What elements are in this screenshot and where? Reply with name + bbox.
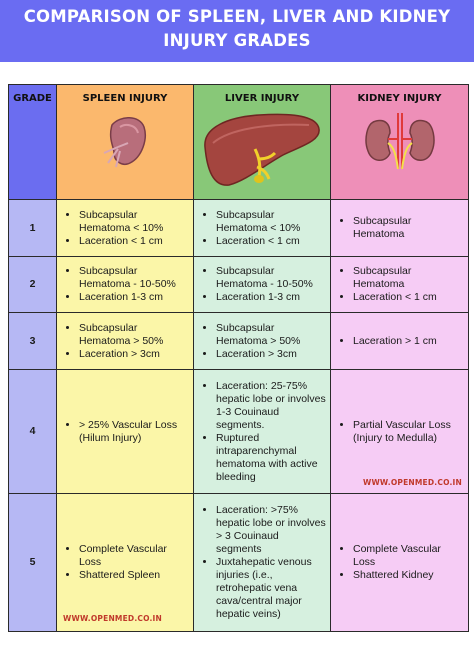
list-item: Laceration 1-3 cm bbox=[79, 291, 189, 304]
list-item: > 25% Vascular Loss (Hilum Injury) bbox=[79, 419, 189, 445]
list-item: Laceration < 1 cm bbox=[216, 235, 326, 248]
grade-cell: 1 bbox=[8, 199, 57, 257]
list-item: Juxtahepatic venous injuries (i.e., retr… bbox=[216, 556, 326, 621]
liver-cell: Subcapsular Hematoma < 10%Laceration < 1… bbox=[193, 199, 331, 257]
list-item: Subcapsular Hematoma bbox=[353, 265, 464, 291]
kidney-header: KIDNEY INJURY bbox=[357, 93, 442, 104]
list-item: Subcapsular Hematoma bbox=[353, 215, 464, 241]
title-banner: COMPARISON OF SPLEEN, LIVER AND KIDNEY I… bbox=[0, 0, 474, 62]
list-item: Laceration 1-3 cm bbox=[216, 291, 326, 304]
grade-row-2: 2 Subcapsular Hematoma - 10-50%Laceratio… bbox=[8, 256, 469, 313]
grade-cell: 2 bbox=[8, 256, 57, 313]
liver-header-cell: LIVER INJURY bbox=[193, 84, 331, 200]
list-item: Subcapsular Hematoma > 50% bbox=[79, 322, 189, 348]
list-item: Laceration: >75% hepatic lobe or involve… bbox=[216, 504, 326, 556]
watermark: WWW.OPENMED.CO.IN bbox=[362, 478, 462, 487]
liver-cell: Subcapsular Hematoma - 10-50%Laceration … bbox=[193, 256, 331, 313]
list-item: Laceration > 3cm bbox=[216, 348, 326, 361]
injury-grade-table: GRADE SPLEEN INJURY LIVER INJURY KIDNEY … bbox=[8, 84, 469, 632]
grade-row-5: 5 Complete Vascular LossShattered Spleen… bbox=[8, 493, 469, 632]
grade-cell: 4 bbox=[8, 369, 57, 494]
kidney-cell: Subcapsular Hematoma bbox=[330, 199, 469, 257]
liver-header: LIVER INJURY bbox=[224, 93, 300, 104]
spleen-header: SPLEEN INJURY bbox=[82, 93, 168, 104]
list-item: Shattered Spleen bbox=[79, 569, 189, 582]
page-title-line2: INJURY GRADES bbox=[163, 31, 311, 50]
liver-icon bbox=[204, 113, 320, 186]
list-item: Complete Vascular Loss bbox=[353, 543, 464, 569]
kidneys-icon bbox=[364, 113, 435, 170]
liver-cell: Laceration: >75% hepatic lobe or involve… bbox=[193, 493, 331, 632]
list-item: Subcapsular Hematoma - 10-50% bbox=[216, 265, 326, 291]
spleen-icon bbox=[103, 117, 146, 168]
grade-row-1: 1 Subcapsular Hematoma < 10%Laceration <… bbox=[8, 199, 469, 257]
grade-row-4: 4 > 25% Vascular Loss (Hilum Injury) Lac… bbox=[8, 369, 469, 494]
watermark: WWW.OPENMED.CO.IN bbox=[63, 614, 163, 623]
spleen-header-cell: SPLEEN INJURY bbox=[56, 84, 194, 200]
grade-header-cell: GRADE bbox=[8, 84, 57, 200]
list-item: Laceration > 3cm bbox=[79, 348, 189, 361]
list-item: Subcapsular Hematoma > 50% bbox=[216, 322, 326, 348]
spleen-cell: Subcapsular Hematoma - 10-50%Laceration … bbox=[56, 256, 194, 313]
kidney-header-cell: KIDNEY INJURY bbox=[330, 84, 469, 200]
kidney-cell: Laceration > 1 cm bbox=[330, 312, 469, 370]
grade-cell: 3 bbox=[8, 312, 57, 370]
spleen-cell: Subcapsular Hematoma > 50%Laceration > 3… bbox=[56, 312, 194, 370]
kidney-cell: Partial Vascular Loss (Injury to Medulla… bbox=[330, 369, 469, 494]
kidney-cell: Subcapsular HematomaLaceration < 1 cm bbox=[330, 256, 469, 313]
list-item: Laceration: 25-75% hepatic lobe or invol… bbox=[216, 380, 326, 432]
list-item: Subcapsular Hematoma < 10% bbox=[79, 209, 189, 235]
spleen-cell: Complete Vascular LossShattered Spleen W… bbox=[56, 493, 194, 632]
spleen-cell: Subcapsular Hematoma < 10%Laceration < 1… bbox=[56, 199, 194, 257]
kidney-cell: Complete Vascular LossShattered Kidney bbox=[330, 493, 469, 632]
grade-row-3: 3 Subcapsular Hematoma > 50%Laceration >… bbox=[8, 312, 469, 370]
list-item: Complete Vascular Loss bbox=[79, 543, 189, 569]
liver-cell: Laceration: 25-75% hepatic lobe or invol… bbox=[193, 369, 331, 494]
list-item: Laceration < 1 cm bbox=[79, 235, 189, 248]
grade-cell: 5 bbox=[8, 493, 57, 632]
list-item: Laceration < 1 cm bbox=[353, 291, 464, 304]
list-item: Subcapsular Hematoma - 10-50% bbox=[79, 265, 189, 291]
page-title-line1: COMPARISON OF SPLEEN, LIVER AND KIDNEY bbox=[23, 7, 451, 26]
grade-header: GRADE bbox=[13, 93, 52, 104]
liver-cell: Subcapsular Hematoma > 50%Laceration > 3… bbox=[193, 312, 331, 370]
list-item: Shattered Kidney bbox=[353, 569, 464, 582]
list-item: Laceration > 1 cm bbox=[353, 335, 464, 348]
list-item: Partial Vascular Loss (Injury to Medulla… bbox=[353, 419, 464, 445]
header-row: GRADE SPLEEN INJURY LIVER INJURY KIDNEY … bbox=[8, 84, 469, 200]
spleen-cell: > 25% Vascular Loss (Hilum Injury) bbox=[56, 369, 194, 494]
list-item: Ruptured intraparenchymal hematoma with … bbox=[216, 432, 326, 484]
list-item: Subcapsular Hematoma < 10% bbox=[216, 209, 326, 235]
